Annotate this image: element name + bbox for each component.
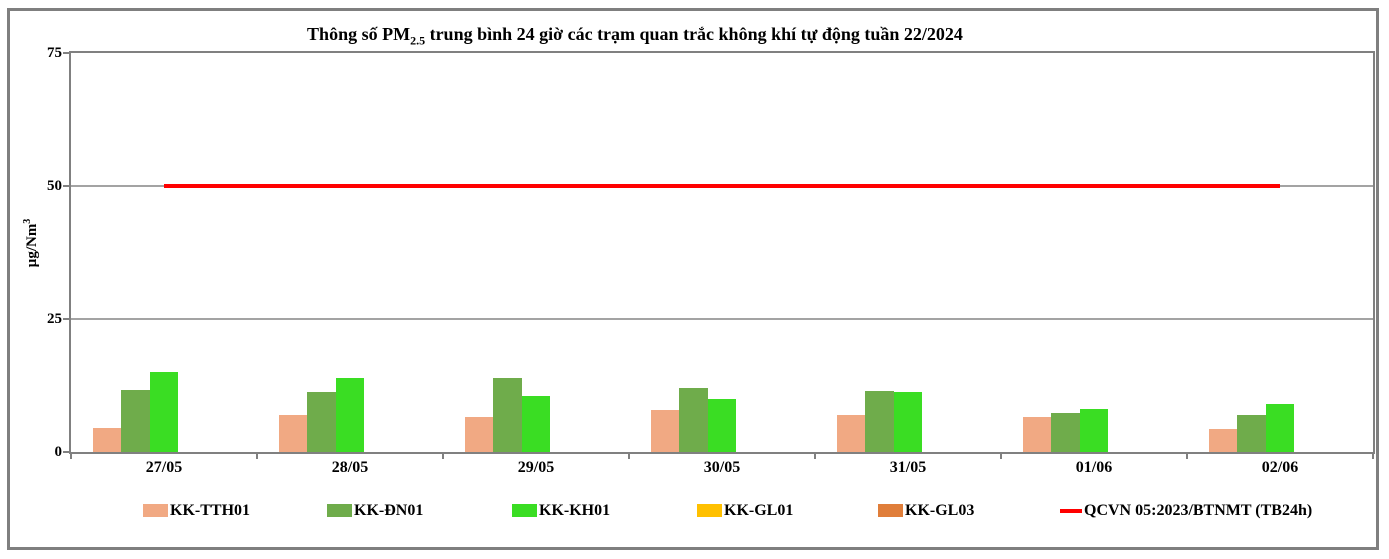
x-tick-0 (70, 452, 72, 459)
reference-line-layer (71, 53, 1373, 452)
chart-legend: KK-TTH01 KK-ĐN01 KK-KH01 KK-GL01 KK-GL03 QCVN… (0, 500, 1389, 528)
bar-KK-TTH01-02/06 (1208, 428, 1238, 452)
legend-color-swatch (697, 504, 722, 517)
x-tick-3 (628, 452, 630, 459)
bar-KK-ĐN01-31/05 (865, 390, 894, 452)
legend-item-KK-KH01: KK-KH01 (512, 500, 610, 521)
legend-color-swatch (143, 504, 168, 517)
bar-KK-KH01-31/05 (893, 391, 923, 452)
bar-KK-ĐN01-30/05 (679, 387, 708, 452)
bar-KK-KH01-29/05 (521, 395, 551, 452)
bar-KK-TTH01-30/05 (650, 410, 680, 452)
gridline-25 (71, 318, 1373, 320)
x-tick-5 (1000, 452, 1002, 459)
bar-KK-KH01-02/06 (1265, 403, 1295, 452)
chart-title-prefix: Thông số PM (307, 24, 411, 44)
x-tick-4 (814, 452, 816, 459)
bar-KK-ĐN01-29/05 (493, 378, 522, 452)
x-tick-label-29/05: 29/05 (517, 459, 555, 476)
legend-item-KK-TTH01: KK-TTH01 (143, 500, 250, 521)
y-tick-25 (63, 318, 70, 320)
chart-title-subscript: 2.5 (410, 33, 426, 48)
legend-item-KK-GL03: KK-GL03 (878, 500, 974, 521)
reference-line-qcvn (164, 184, 1280, 188)
legend-line-swatch (1060, 509, 1082, 513)
bar-KK-KH01-28/05 (335, 378, 365, 452)
bars-layer (71, 53, 1373, 452)
legend-color-swatch (327, 504, 352, 517)
bar-KK-KH01-30/05 (707, 398, 737, 452)
x-tick-label-28/05: 28/05 (331, 459, 369, 476)
y-tick-label-75: 75 (47, 45, 62, 61)
legend-label: KK-KH01 (539, 502, 611, 519)
bar-KK-TTH01-29/05 (464, 416, 494, 452)
x-tick-label-27/05: 27/05 (145, 459, 183, 476)
bar-KK-TTH01-01/06 (1022, 416, 1052, 452)
legend-label: QCVN 05:2023/BTNMT (TB24h) (1084, 502, 1313, 519)
legend-item-QCVN 05:2023/BTNMT (TB24h): QCVN 05:2023/BTNMT (TB24h) (1060, 500, 1312, 521)
x-tick-7 (1372, 452, 1374, 459)
y-tick-50 (63, 185, 70, 187)
x-tick-1 (256, 452, 258, 459)
y-tick-label-0: 0 (54, 444, 63, 460)
bar-KK-ĐN01-02/06 (1237, 415, 1266, 452)
x-tick-label-30/05: 30/05 (703, 459, 741, 476)
bar-KK-KH01-01/06 (1079, 408, 1109, 452)
y-tick-label-25: 25 (47, 311, 62, 327)
x-tick-label-02/06: 02/06 (1261, 459, 1299, 476)
bar-KK-ĐN01-01/06 (1051, 413, 1080, 452)
bar-KK-KH01-27/05 (149, 372, 179, 452)
legend-color-swatch (512, 504, 537, 517)
legend-label: KK-ĐN01 (354, 502, 424, 519)
y-axis-title-sup: 3 (22, 218, 33, 224)
y-tick-75 (63, 52, 70, 54)
legend-label: KK-GL01 (724, 502, 794, 519)
plot-area (69, 51, 1375, 454)
x-tick-label-01/06: 01/06 (1075, 459, 1113, 476)
y-axis-title-text: µg/Nm (24, 223, 40, 268)
chart-title-suffix: trung bình 24 giờ các trạm quan trắc khô… (425, 24, 963, 44)
x-tick-label-31/05: 31/05 (889, 459, 927, 476)
bar-KK-ĐN01-28/05 (307, 391, 336, 452)
y-tick-label-50: 50 (47, 178, 62, 194)
legend-label: KK-GL03 (905, 502, 975, 519)
x-tick-2 (442, 452, 444, 459)
legend-item-KK-ĐN01: KK-ĐN01 (327, 500, 423, 521)
bar-KK-TTH01-31/05 (836, 415, 866, 452)
legend-color-swatch (878, 504, 903, 517)
bar-KK-TTH01-27/05 (92, 427, 122, 452)
legend-item-KK-GL01: KK-GL01 (697, 500, 793, 521)
chart-title: Thông số PM2.5 trung bình 24 giờ các trạ… (0, 24, 1270, 49)
bar-KK-ĐN01-27/05 (121, 389, 150, 452)
y-tick-0 (63, 451, 70, 453)
bar-KK-TTH01-28/05 (278, 414, 308, 452)
x-tick-6 (1186, 452, 1188, 459)
legend-label: KK-TTH01 (170, 502, 251, 519)
